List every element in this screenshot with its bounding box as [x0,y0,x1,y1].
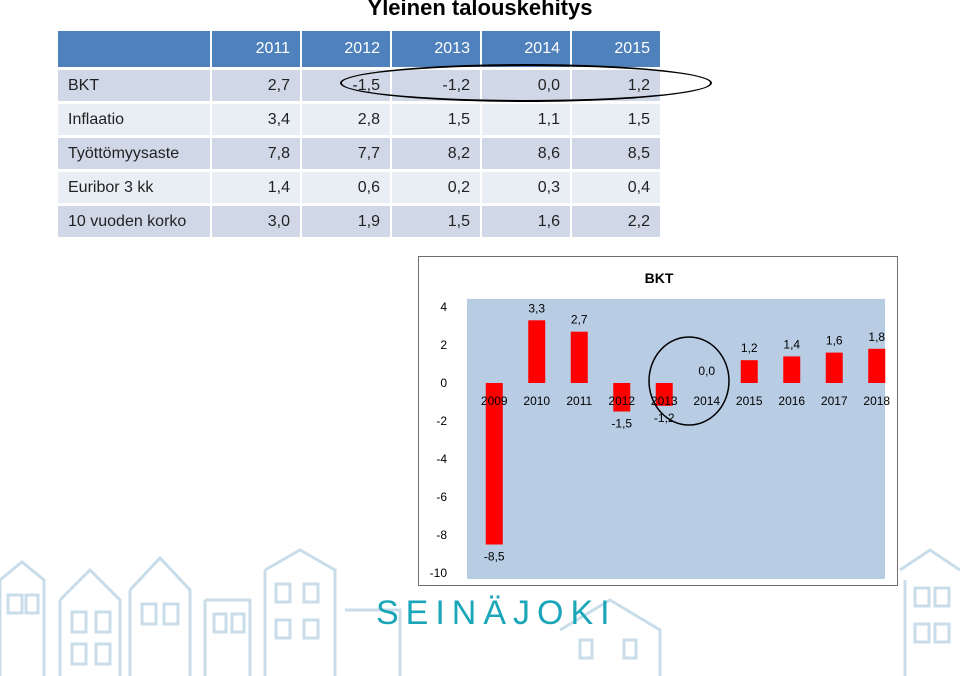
table-cell: 8,2 [392,138,482,169]
table-header-row: 2011 2012 2013 2014 2015 [58,31,662,67]
y-tick-label: 0 [440,376,447,390]
table-cell: 7,8 [212,138,302,169]
table-cell: 8,6 [482,138,572,169]
x-tick-label: 2012 [608,394,635,408]
x-tick-label: 2011 [566,394,592,408]
data-label: -1,5 [611,417,632,431]
row-label: Euribor 3 kk [58,172,212,203]
bar [868,348,886,383]
table-cell: 1,6 [482,206,572,237]
table-cell: 2,2 [572,206,662,237]
bar [528,320,546,383]
year-header: 2011 [212,31,302,67]
data-label: 2,7 [571,313,588,327]
bar [740,360,758,383]
y-tick-label: -6 [436,490,447,504]
x-tick-label: 2018 [863,394,890,408]
bkt-chart-svg: BKT 4 2 0 -2 -4 -6 -8 -10 2009 2010 2011 2012 2013 2… [430,270,891,580]
year-header: 2015 [572,31,662,67]
year-header: 2014 [482,31,572,67]
table-cell: 1,5 [392,104,482,135]
x-tick-label: 2017 [821,394,848,408]
table-cell: 3,4 [212,104,302,135]
highlight-circle [648,336,730,426]
x-tick-label: 2010 [523,394,550,408]
table-cell: 1,5 [572,104,662,135]
table-row: Euribor 3 kk 1,4 0,6 0,2 0,3 0,4 [58,172,662,203]
y-tick-label: -4 [436,452,447,466]
table-corner-cell [58,31,212,67]
x-tick-label: 2013 [651,394,678,408]
bar [613,383,631,412]
row-label: 10 vuoden korko [58,206,212,237]
y-tick-label: 2 [440,338,447,352]
city-skyline-decoration [0,548,960,676]
year-header: 2012 [302,31,392,67]
data-label: 1,8 [868,330,885,344]
table-cell: 7,7 [302,138,392,169]
table-cell: 8,5 [572,138,662,169]
bar [655,383,673,406]
table-cell: 0,2 [392,172,482,203]
x-tick-label: 2009 [481,394,508,408]
x-tick-label: 2015 [736,394,763,408]
table-row: Inflaatio 3,4 2,8 1,5 1,1 1,5 [58,104,662,135]
seinajoki-logo: SEINÄJOKI [376,594,617,632]
table-cell: 3,0 [212,206,302,237]
x-tick-label: 2016 [778,394,805,408]
row-label: BKT [58,70,212,101]
table-cell: 2,8 [302,104,392,135]
table-cell: 0,3 [482,172,572,203]
chart-title: BKT [645,270,674,286]
table-cell: 2,7 [212,70,302,101]
table-cell: 0,4 [572,172,662,203]
data-label: 1,6 [826,334,843,348]
table-cell: 0,6 [302,172,392,203]
y-tick-label: -10 [430,566,448,580]
bar [570,331,588,383]
data-label: 1,2 [741,341,758,355]
table-cell: 1,9 [302,206,392,237]
bar [783,356,801,383]
year-header: 2013 [392,31,482,67]
y-tick-label: -8 [436,528,447,542]
y-tick-label: -2 [436,414,447,428]
table-cell: 1,5 [392,206,482,237]
page-title: Yleinen talouskehitys [367,0,593,20]
bar [485,383,503,545]
table-row: 10 vuoden korko 3,0 1,9 1,5 1,6 2,2 [58,206,662,237]
data-label: 1,4 [783,337,800,351]
row-label: Inflaatio [58,104,212,135]
data-label: -8,5 [484,550,505,564]
x-tick-label: 2014 [693,394,720,408]
table-row: Työttömyysaste 7,8 7,7 8,2 8,6 8,5 [58,138,662,169]
table-cell: 1,1 [482,104,572,135]
y-tick-label: 4 [440,300,447,314]
data-label: -1,2 [654,411,675,425]
table-cell: 1,4 [212,172,302,203]
economy-table: 2011 2012 2013 2014 2015 BKT 2,7 -1,5 -1… [58,28,662,240]
data-label: 3,3 [528,301,545,315]
bkt-chart: BKT 4 2 0 -2 -4 -6 -8 -10 2009 2010 2011 2012 2013 2… [418,256,898,586]
highlight-ellipse [340,64,712,102]
row-label: Työttömyysaste [58,138,212,169]
bar [825,352,843,383]
data-label: 0,0 [698,364,715,378]
